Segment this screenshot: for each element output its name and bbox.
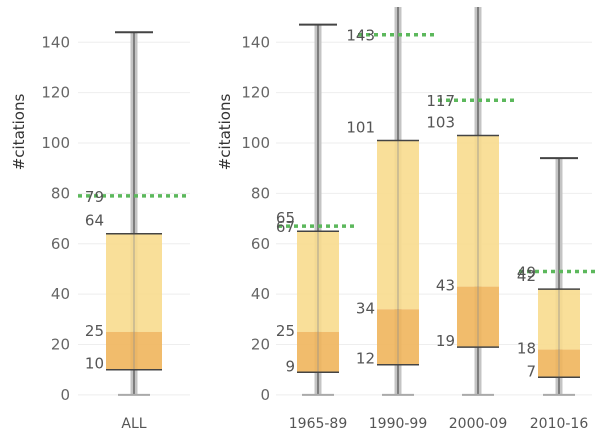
label-q3: 64 (85, 212, 104, 230)
label-q3: 103 (426, 113, 455, 131)
label-q1: 19 (436, 332, 455, 350)
label-mean: 117 (426, 92, 455, 110)
label-median: 43 (436, 277, 455, 295)
x-tick-labels: ALL 1965-89 1990-99 2000-09 2010-16 (121, 416, 588, 432)
label-median: 18 (517, 340, 536, 358)
x-tick-label: 2010-16 (530, 416, 589, 432)
y-tick-label: 140 (241, 33, 270, 51)
label-q1: 12 (356, 350, 375, 368)
label-mean: 79 (85, 188, 104, 206)
y-tick-label: 20 (51, 336, 70, 354)
y-tick-labels-left: 0 20 40 60 80 100 120 140 (41, 33, 70, 404)
label-q3: 101 (346, 119, 375, 137)
y-tick-label: 100 (41, 134, 70, 152)
x-tick-label: 2000-09 (449, 416, 508, 432)
label-q3: 42 (517, 267, 536, 285)
box-1990-99 (358, 7, 438, 396)
x-tick-label: 1990-99 (369, 416, 428, 432)
y-tick-label: 80 (51, 184, 70, 202)
label-q3: 65 (276, 209, 295, 227)
y-tick-label: 60 (251, 235, 270, 253)
y-tick-label: 120 (241, 84, 270, 102)
label-q1: 10 (85, 355, 104, 373)
box-2010-16 (519, 157, 596, 396)
x-tick-label: ALL (121, 416, 146, 432)
y-axis-label-right: #citations (216, 94, 234, 171)
y-tick-label: 120 (41, 84, 70, 102)
label-mean: 49 (517, 263, 536, 281)
label-median: 34 (356, 299, 375, 317)
value-labels: 64 25 10 79 65 25 9 67 101 34 12 143 103 43 19 117 42 18 7… (85, 27, 536, 381)
label-median: 25 (85, 322, 104, 340)
boxes (78, 7, 596, 396)
label-q1: 9 (285, 357, 295, 375)
y-tick-labels-right: 0 20 40 60 80 100 120 140 (241, 33, 270, 404)
label-q1: 7 (526, 362, 536, 380)
y-tick-label: 20 (251, 336, 270, 354)
label-median: 25 (276, 322, 295, 340)
y-tick-label: 0 (60, 386, 70, 404)
box-2000-09 (438, 7, 518, 396)
y-tick-label: 140 (41, 33, 70, 51)
box-1965-89 (278, 23, 358, 396)
x-tick-label: 1965-89 (289, 416, 348, 432)
y-axis-label-left: #citations (10, 94, 28, 171)
y-tick-label: 0 (260, 386, 270, 404)
y-tick-label: 60 (51, 235, 70, 253)
box-ALL (78, 31, 190, 396)
y-tick-label: 100 (241, 134, 270, 152)
y-tick-label: 40 (51, 285, 70, 303)
y-tick-label: 80 (251, 184, 270, 202)
label-mean: 67 (276, 218, 295, 236)
y-tick-label: 40 (251, 285, 270, 303)
label-mean: 143 (346, 27, 375, 45)
